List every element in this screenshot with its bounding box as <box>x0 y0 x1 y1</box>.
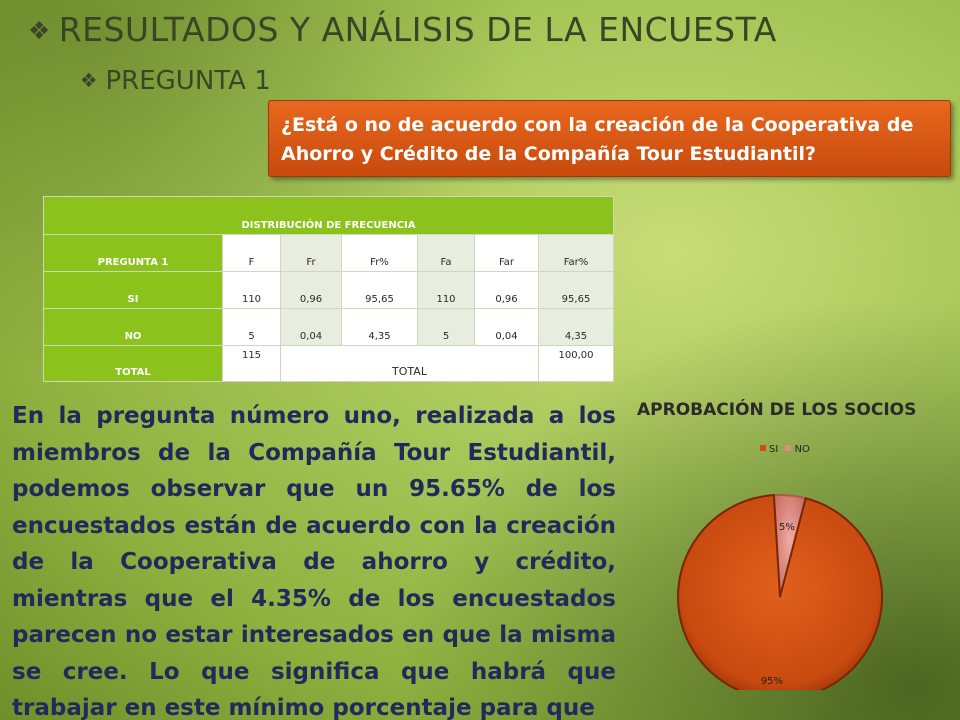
table-cell: 4,35 <box>341 308 418 346</box>
table-cell: 0,96 <box>474 271 539 309</box>
slide-title: ❖ RESULTADOS Y ANÁLISIS DE LA ENCUESTA <box>28 10 777 49</box>
question-box: ¿Está o no de acuerdo con la creación de… <box>268 100 951 177</box>
table-header: PREGUNTA 1 <box>43 234 223 272</box>
table-header: F <box>222 234 281 272</box>
pie-chart: 5% 95% <box>677 494 883 690</box>
pie-slice-si <box>677 494 883 690</box>
table-cell: 0,04 <box>474 308 539 346</box>
table-cell: 110 <box>417 271 475 309</box>
legend-swatch-no <box>785 445 792 451</box>
table-cell: 95,65 <box>538 271 614 309</box>
analysis-text: En la pregunta número uno, realizada a l… <box>12 398 616 720</box>
table-header: Far% <box>538 234 614 272</box>
legend-label-si: SI <box>769 444 779 455</box>
legend-swatch-si <box>760 445 766 451</box>
table-header: Fr% <box>341 234 418 272</box>
table-total-pct: 100,00 <box>538 345 614 382</box>
table-row: NO 5 0,04 4,35 5 0,04 4,35 <box>43 308 614 346</box>
pie-label-no: 5% <box>779 522 795 533</box>
table-total-f: 115 <box>222 345 281 382</box>
table-cell: 4,35 <box>538 308 614 346</box>
table-cell: SI <box>43 271 223 309</box>
table-row: SI 110 0,96 95,65 110 0,96 95,65 <box>43 271 614 309</box>
frequency-table: DISTRIBUCIÓN DE FRECUENCIA PREGUNTA 1 F … <box>43 196 614 382</box>
table-header: Fa <box>417 234 475 272</box>
table-cell: 95,65 <box>341 271 418 309</box>
table-header: Far <box>474 234 539 272</box>
legend-label-no: NO <box>794 444 810 455</box>
table-header: Fr <box>280 234 342 272</box>
table-cell: 5 <box>222 308 281 346</box>
table-total-row: TOTAL 115 TOTAL 100,00 <box>43 345 614 382</box>
table-cell: NO <box>43 308 223 346</box>
chart-title: APROBACIÓN DE LOS SOCIOS <box>637 400 917 420</box>
table-cell: 5 <box>417 308 475 346</box>
analysis-paragraph: En la pregunta número uno, realizada a l… <box>12 403 616 720</box>
table-caption-row: DISTRIBUCIÓN DE FRECUENCIA <box>43 196 614 235</box>
diamond-bullet-icon: ❖ <box>28 16 51 45</box>
table-cell: 0,04 <box>280 308 342 346</box>
table-total-middle: TOTAL <box>280 345 539 382</box>
table-caption: DISTRIBUCIÓN DE FRECUENCIA <box>43 196 614 235</box>
table-cell: 0,96 <box>280 271 342 309</box>
chart-legend: SI NO <box>760 444 810 455</box>
diamond-bullet-icon: ❖ <box>80 69 98 92</box>
pie-label-si: 95% <box>761 676 783 687</box>
table-header-row: PREGUNTA 1 F Fr Fr% Fa Far Far% <box>43 234 614 272</box>
table-cell: 110 <box>222 271 281 309</box>
table-total-label: TOTAL <box>43 345 223 382</box>
slide-subtitle: ❖ PREGUNTA 1 <box>80 66 271 96</box>
